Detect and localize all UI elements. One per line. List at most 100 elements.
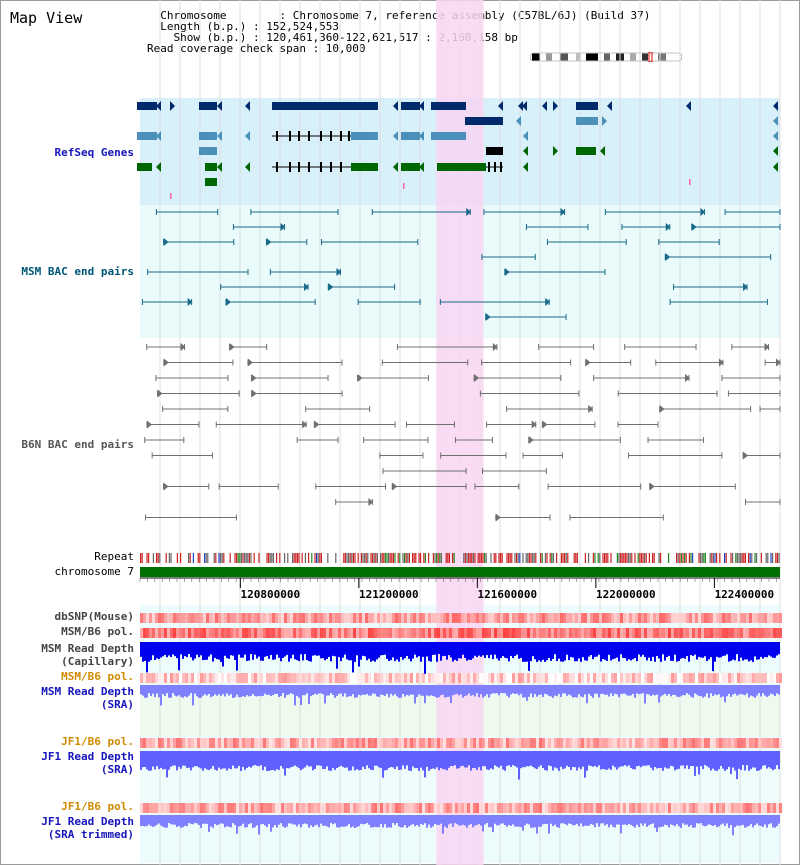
msm-depth-sra-bar xyxy=(744,685,746,696)
msm-depth-capillary-bar xyxy=(410,642,412,662)
msm-depth-capillary-bar xyxy=(666,642,668,657)
jf1-depth-trimmed-bar xyxy=(236,815,238,834)
chromosome-ideogram[interactable] xyxy=(530,52,682,62)
track-label-msm-bac[interactable]: MSM BAC end pairs xyxy=(21,265,134,278)
repeat-element xyxy=(269,553,271,563)
repeat-element xyxy=(676,553,678,563)
dbsnp-cell xyxy=(284,613,287,623)
jf1-depth-sra-bar xyxy=(582,751,584,767)
msm-depth-capillary-bar xyxy=(622,642,624,658)
dbsnp-cell xyxy=(344,613,347,623)
refseq-gene-track[interactable] xyxy=(137,101,778,199)
jf1-depth-trimmed-bar xyxy=(654,815,656,828)
jf1-b6-pol2-cell xyxy=(218,803,221,813)
msm-depth-capillary-bar xyxy=(352,642,354,673)
msm-b6-pol-cell xyxy=(266,628,269,638)
repeat-element xyxy=(464,553,466,563)
jf1-depth-trimmed-bar xyxy=(566,815,568,826)
msm-depth-capillary-bar xyxy=(684,642,686,659)
msm-bac-track[interactable] xyxy=(141,208,781,321)
track-label-refseq-genes[interactable]: RefSeq Genes xyxy=(54,146,134,159)
jf1-depth-sra-bar xyxy=(374,751,376,766)
msm-b6-pol-cell xyxy=(311,628,314,638)
msm-depth-sra-bar xyxy=(594,685,596,694)
track-label-jf1-b6-pol-2[interactable]: JF1/B6 pol. xyxy=(61,800,134,813)
repeat-element xyxy=(767,553,769,563)
msm-depth-capillary-bar xyxy=(444,642,446,656)
msm-b6-pol-cell xyxy=(575,628,578,638)
jf1-b6-pol-cell xyxy=(281,738,284,748)
msm-depth-sra-bar xyxy=(736,685,738,696)
track-label-msm-depth-capillary[interactable]: MSM Read Depth xyxy=(41,642,134,655)
repeat-element xyxy=(517,553,519,563)
jf1-b6-pol2-cell xyxy=(554,803,557,813)
jf1-b6-pol-cell xyxy=(557,738,560,748)
jf1-b6-pol-cell xyxy=(212,738,215,748)
msm-b6-pol2-cell xyxy=(557,673,560,683)
gene-arrow xyxy=(419,162,424,172)
msm-b6-pol2-cell xyxy=(338,673,341,683)
dbsnp-cell xyxy=(392,613,395,623)
track-label-jf1-depth-sra[interactable]: JF1 Read Depth xyxy=(41,750,134,763)
dbsnp-cell xyxy=(446,613,449,623)
msm-b6-pol2-cell xyxy=(623,673,626,683)
track-label-jf1-b6-pol[interactable]: JF1/B6 pol. xyxy=(61,735,134,748)
repeat-track[interactable] xyxy=(140,553,780,563)
jf1-depth-sra-bar xyxy=(340,751,342,766)
jf1-depth-sra-bar xyxy=(212,751,214,767)
jf1-depth-trimmed-bar xyxy=(468,815,470,825)
jf1-b6-pol2-cell xyxy=(725,803,728,813)
repeat-element xyxy=(170,553,172,563)
track-label-b6n-bac[interactable]: B6N BAC end pairs xyxy=(21,438,134,451)
repeat-element xyxy=(311,553,313,563)
track-label-msm-depth-sra[interactable]: MSM Read Depth xyxy=(41,685,134,698)
repeat-element xyxy=(205,553,207,563)
msm-b6-pol-cell xyxy=(512,628,515,638)
msm-depth-capillary-bar xyxy=(672,642,674,661)
msm-depth-capillary-bar xyxy=(400,642,402,657)
track-label-dbsnp[interactable]: dbSNP(Mouse) xyxy=(54,610,134,623)
msm-depth-sra-bar xyxy=(416,685,418,698)
jf1-b6-pol2-cell xyxy=(665,803,668,813)
jf1-depth-sra-bar xyxy=(566,751,568,766)
repeat-element xyxy=(692,553,694,563)
jf1-depth-sra-bar xyxy=(464,751,466,768)
jf1-depth-sra-bar xyxy=(158,751,160,770)
track-label-jf1-depth-trimmed[interactable]: JF1 Read Depth xyxy=(41,815,134,828)
jf1-b6-pol-cell xyxy=(464,738,467,748)
msm-depth-capillary-bar xyxy=(646,642,648,661)
jf1-depth-trimmed-bar xyxy=(568,815,570,824)
repeat-element xyxy=(420,553,422,563)
repeat-element xyxy=(293,553,295,563)
msm-depth-capillary-bar xyxy=(280,642,282,662)
polymorphism-tracks[interactable] xyxy=(140,613,782,813)
msm-b6-pol-cell xyxy=(353,628,356,638)
dbsnp-cell xyxy=(146,613,149,623)
read-depth-tracks[interactable] xyxy=(140,642,780,836)
msm-b6-pol-cell xyxy=(659,628,662,638)
msm-b6-pol-cell xyxy=(779,628,782,638)
jf1-depth-trimmed-bar xyxy=(774,815,776,828)
track-label-msm-b6-pol-2[interactable]: MSM/B6 pol. xyxy=(61,670,134,683)
msm-depth-sra-bar xyxy=(354,685,356,698)
msm-depth-sra-bar xyxy=(716,685,718,696)
b6n-bac-track[interactable] xyxy=(144,343,781,522)
repeat-element xyxy=(468,553,470,563)
track-label-msm-b6-pol[interactable]: MSM/B6 pol. xyxy=(61,625,134,638)
jf1-depth-sra-bar xyxy=(184,751,186,766)
msm-depth-sra-bar xyxy=(684,685,686,696)
dbsnp-cell xyxy=(215,613,218,623)
track-label-repeat[interactable]: Repeat xyxy=(94,550,134,563)
jf1-b6-pol-cell xyxy=(191,738,194,748)
msm-depth-capillary-bar xyxy=(588,642,590,657)
msm-b6-pol2-cell xyxy=(311,673,314,683)
highlight-region[interactable] xyxy=(436,0,484,865)
jf1-b6-pol2-cell xyxy=(344,803,347,813)
repeat-element xyxy=(165,553,167,563)
jf1-depth-trimmed-bar xyxy=(164,815,166,828)
chromosome-track[interactable] xyxy=(140,567,780,577)
jf1-b6-pol-cell xyxy=(509,738,512,748)
msm-b6-pol2-cell xyxy=(662,673,665,683)
dbsnp-cell xyxy=(722,613,725,623)
